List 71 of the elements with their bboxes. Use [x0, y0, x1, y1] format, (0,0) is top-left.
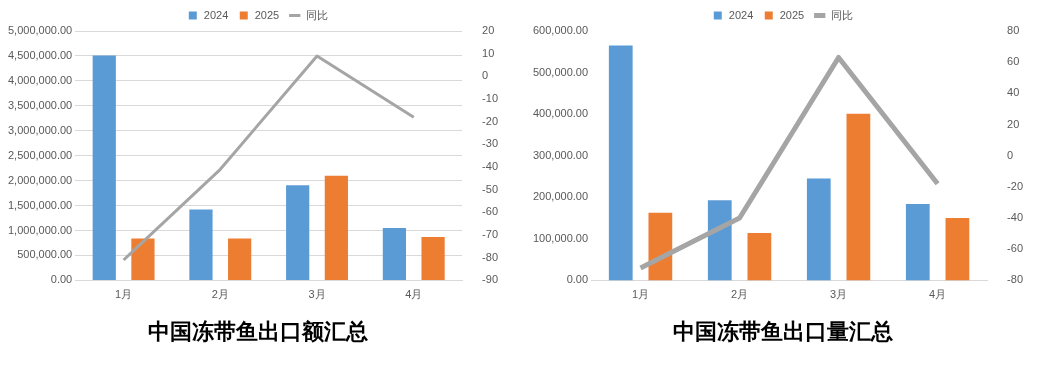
y-tick-label: 400,000.00 — [532, 107, 589, 120]
bar — [846, 113, 871, 281]
x-tick-label: 4月 — [929, 288, 947, 301]
y-tick-label: 0.00 — [566, 273, 589, 286]
x-tick-label: 4月 — [405, 288, 423, 301]
y-tick-label: 5,000,000.00 — [7, 24, 73, 37]
y-tick-label: 1,000,000.00 — [7, 223, 73, 236]
y2-tick-label: 0 — [1007, 148, 1014, 161]
y-tick-label: 4,500,000.00 — [7, 48, 73, 61]
y2-tick-label: -20 — [482, 114, 499, 127]
y-tick-label: 2,000,000.00 — [7, 173, 73, 186]
bar — [608, 45, 633, 281]
legend-label: 同比 — [830, 8, 853, 21]
bar — [189, 209, 213, 280]
y-tick-label: 4,000,000.00 — [7, 73, 73, 86]
x-tick-label: 2月 — [731, 288, 749, 301]
bar — [131, 238, 155, 280]
bar — [648, 212, 673, 281]
legend-label: 同比 — [305, 8, 328, 21]
text: 中国冻带鱼出口量汇总 — [672, 318, 893, 344]
y2-tick-label: -40 — [1007, 211, 1024, 224]
y2-tick-label: -60 — [482, 205, 499, 218]
y-tick-label: 600,000.00 — [532, 24, 589, 37]
y2-tick-label: 10 — [482, 46, 495, 59]
legend-label: 2025 — [779, 8, 805, 21]
y-tick-label: 500,000.00 — [532, 65, 589, 78]
x-tick-label: 1月 — [115, 288, 133, 301]
y2-tick-label: 60 — [1007, 55, 1020, 68]
bar — [421, 237, 445, 280]
y-tick-label: 0.00 — [50, 273, 73, 286]
y-tick-label: 3,500,000.00 — [7, 98, 73, 111]
y2-tick-label: -30 — [482, 137, 499, 150]
x-tick-label: 3月 — [830, 288, 848, 301]
x-tick-label: 1月 — [632, 288, 650, 301]
legend-label: 2024 — [728, 8, 754, 21]
bar — [806, 178, 831, 281]
bar — [228, 238, 252, 280]
y2-tick-label: -80 — [482, 250, 499, 263]
bar — [707, 200, 732, 281]
legend-label: 2024 — [203, 8, 229, 21]
y2-tick-label: -40 — [482, 160, 499, 173]
y2-tick-label: -90 — [482, 273, 499, 286]
y-tick-label: 300,000.00 — [532, 148, 589, 161]
y2-tick-label: 80 — [1007, 24, 1020, 37]
bar — [324, 175, 348, 280]
y2-tick-label: -80 — [1007, 273, 1024, 286]
x-tick-label: 2月 — [211, 288, 229, 301]
text: 中国冻带鱼出口额汇总 — [147, 318, 368, 344]
y2-tick-label: -50 — [482, 182, 499, 195]
y-tick-label: 100,000.00 — [532, 231, 589, 244]
x-tick-label: 3月 — [308, 288, 326, 301]
y-tick-label: 2,500,000.00 — [7, 148, 73, 161]
bar — [286, 185, 310, 280]
y-tick-label: 1,500,000.00 — [7, 198, 73, 211]
y2-tick-label: 40 — [1007, 86, 1020, 99]
bar — [747, 233, 772, 281]
y2-tick-label: -70 — [482, 228, 499, 241]
bar — [905, 203, 930, 281]
y2-tick-label: 20 — [482, 24, 495, 37]
y2-tick-label: -10 — [482, 92, 499, 105]
legend-label: 2025 — [254, 8, 280, 21]
bar — [945, 218, 970, 281]
y-tick-label: 3,000,000.00 — [7, 123, 73, 136]
y2-tick-label: 0 — [482, 69, 489, 82]
y2-tick-label: 20 — [1007, 117, 1020, 130]
y-tick-label: 200,000.00 — [532, 190, 589, 203]
y-tick-label: 500,000.00 — [17, 248, 73, 261]
y2-tick-label: -60 — [1007, 242, 1024, 255]
bar — [382, 228, 407, 280]
bar — [92, 55, 116, 280]
y2-tick-label: -20 — [1007, 179, 1024, 192]
